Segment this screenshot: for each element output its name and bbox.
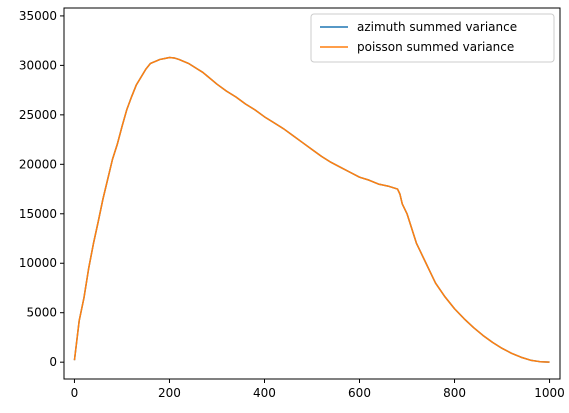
y-tick-label: 20000 bbox=[19, 157, 57, 171]
y-tick-label: 25000 bbox=[19, 108, 57, 122]
x-tick-label: 600 bbox=[348, 386, 371, 400]
y-tick-label: 35000 bbox=[19, 9, 57, 23]
y-tick-label: 30000 bbox=[19, 58, 57, 72]
y-tick-label: 5000 bbox=[26, 306, 57, 320]
y-tick-label: 10000 bbox=[19, 256, 57, 270]
series-line-poisson bbox=[73, 56, 550, 363]
x-tick-label: 800 bbox=[443, 386, 466, 400]
series-layer bbox=[73, 56, 550, 363]
legend-box bbox=[310, 13, 555, 63]
x-tick-label: 400 bbox=[253, 386, 276, 400]
y-axis: 0 5000 10000 15000 20000 25000 30000 35000 bbox=[19, 9, 64, 369]
legend-label-poisson: poisson summed variance bbox=[357, 40, 514, 54]
y-tick-label: 0 bbox=[49, 355, 57, 369]
x-tick-label: 200 bbox=[158, 386, 181, 400]
x-tick-label: 0 bbox=[71, 386, 79, 400]
axes-frame bbox=[63, 7, 561, 380]
legend-label-azimuth: azimuth summed variance bbox=[357, 20, 517, 34]
legend: azimuth summed variance poisson summed v… bbox=[310, 13, 555, 63]
x-tick-label: 1000 bbox=[534, 386, 565, 400]
x-axis: 0 200 400 600 800 1000 bbox=[71, 379, 565, 400]
y-tick-label: 15000 bbox=[19, 207, 57, 221]
